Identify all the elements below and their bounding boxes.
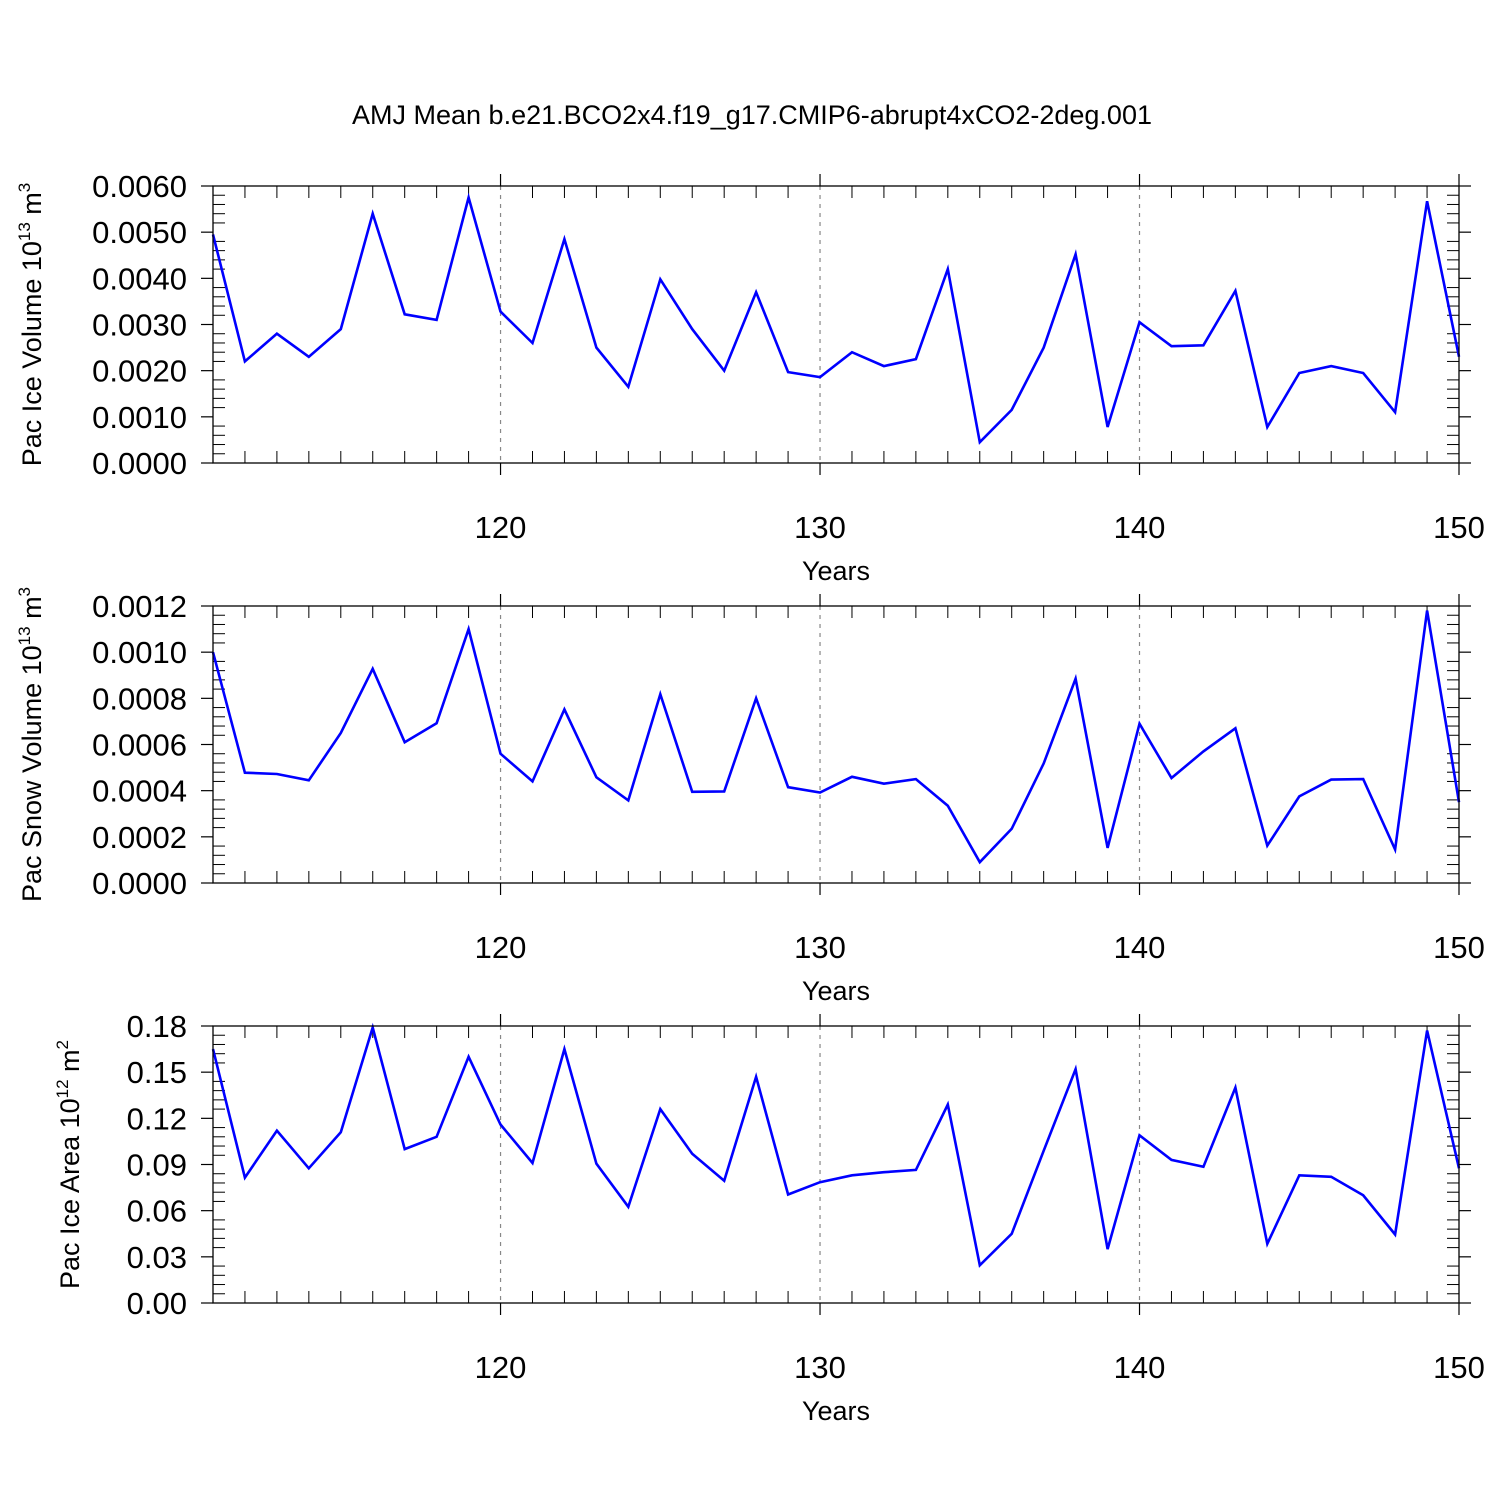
x-tick-label: 140 [1114,1350,1166,1385]
unit-superscript: 13 [15,222,34,241]
y-axis-label: Pac Snow Volume 1013 m3 [15,587,47,902]
y-tick-label: 0.09 [127,1148,187,1183]
chart-panel-1: 120 130 140 150 0.0000 0.0010 0.0020 0.0030 0.00… [15,169,1485,586]
y-tick-label: 0.03 [127,1240,187,1275]
y-axis-label: Pac Ice Area 1012 m2 [53,1040,85,1289]
axis-label-text: Pac Snow Volume 10 [17,645,47,902]
unit-superscript: 3 [15,183,34,192]
unit-superscript: 2 [53,1040,72,1049]
y-tick-label: 0.0000 [92,446,187,481]
plot-frame [212,605,1460,884]
axis-label-text: m [17,596,47,626]
y-tick-label: 0.0008 [92,681,187,716]
x-tick-label: 150 [1433,1350,1485,1385]
data-series-line [211,192,1461,445]
axis-label-text: Pac Ice Volume 10 [17,241,47,466]
x-tick-label: 120 [475,930,527,965]
figure-title: AMJ Mean b.e21.BCO2x4.f19_g17.CMIP6-abru… [352,100,1152,130]
axis-label-text: m [17,192,47,222]
y-axis-label: Pac Ice Volume 1013 m3 [15,183,47,467]
y-tick-label: 0.0050 [92,215,187,250]
y-tick-label: 0.0010 [92,635,187,670]
y-tick-label: 0.0004 [92,774,187,809]
axis-label-text: m [55,1049,85,1079]
plot-frame [212,185,1460,464]
x-axis-label: Years [802,976,870,1006]
y-tick-label: 0.00 [127,1286,187,1321]
axis-label-text: Pac Ice Area 10 [55,1098,85,1289]
x-tick-label: 130 [794,1350,846,1385]
y-tick-label: 0.06 [127,1194,187,1229]
unit-superscript: 3 [15,587,34,596]
y-tick-label: 0.0030 [92,308,187,343]
y-tick-label: 0.0040 [92,261,187,296]
x-axis-label: Years [802,1396,870,1426]
chart-panel-2: 120 130 140 150 0.0000 0.0002 0.0004 0.0006 0.00… [15,587,1485,1006]
x-tick-label: 130 [794,510,846,545]
y-tick-label: 0.0012 [92,589,187,624]
data-series-line [211,1022,1461,1268]
y-tick-label: 0.12 [127,1101,187,1136]
y-tick-label: 0.0020 [92,354,187,389]
x-axis-label: Years [802,556,870,586]
x-tick-label: 150 [1433,510,1485,545]
x-tick-label: 120 [475,510,527,545]
y-tick-label: 0.15 [127,1055,187,1090]
y-tick-label: 0.0010 [92,400,187,435]
y-tick-label: 0.0002 [92,820,187,855]
x-tick-label: 140 [1114,930,1166,965]
data-series-line [211,610,1461,865]
y-tick-label: 0.18 [127,1009,187,1044]
x-tick-label: 150 [1433,930,1485,965]
unit-superscript: 12 [53,1079,72,1098]
x-tick-label: 140 [1114,510,1166,545]
x-tick-label: 120 [475,1350,527,1385]
y-tick-label: 0.0000 [92,866,187,901]
chart-panel-3: 120 130 140 150 0.00 0.03 0.06 0.09 0.12 0.15 0.18… [53,1009,1485,1426]
x-tick-label: 130 [794,930,846,965]
y-tick-label: 0.0006 [92,728,187,763]
plot-frame [212,1025,1460,1304]
y-tick-label: 0.0060 [92,169,187,204]
unit-superscript: 13 [15,626,34,645]
